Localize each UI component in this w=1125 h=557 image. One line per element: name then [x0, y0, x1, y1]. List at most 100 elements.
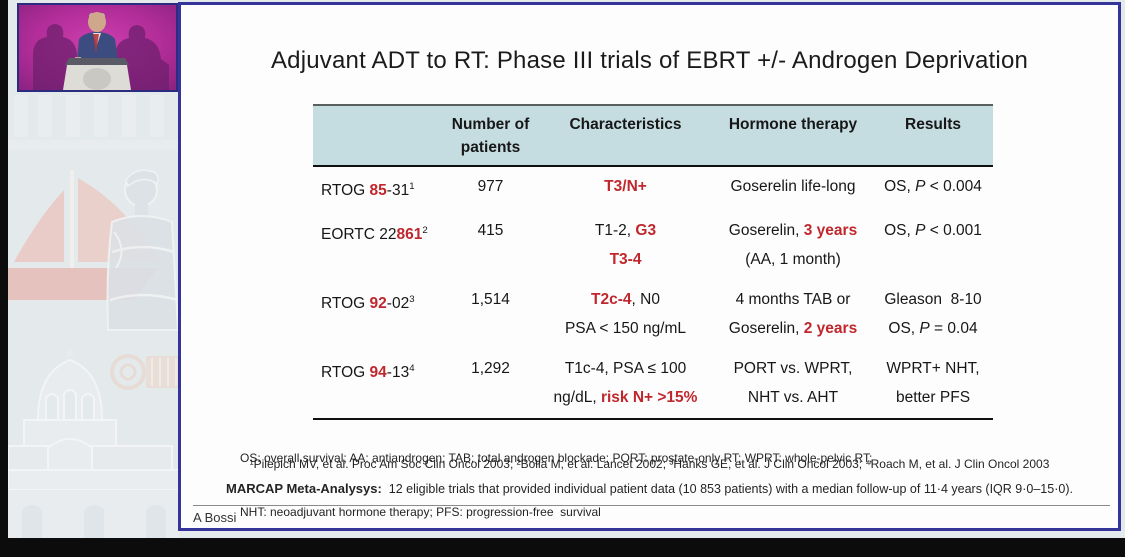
- text-segment: Gleason 8-10: [884, 291, 982, 309]
- text-segment: < 0.001: [925, 222, 982, 240]
- text-segment: < 0.004: [925, 178, 982, 195]
- references-note: ¹Pilepich MV, et al. Proc Am Soc Clin On…: [249, 457, 1050, 471]
- text-segment: -13: [386, 364, 410, 382]
- text-segment: -02: [386, 295, 410, 313]
- church-graphic: [8, 348, 180, 538]
- sidebar: [8, 0, 180, 538]
- text-segment: RTOG: [321, 182, 370, 200]
- text-segment: Results: [905, 116, 961, 133]
- text-segment: T3-4: [609, 251, 642, 269]
- table-cell: Number of patients: [443, 113, 538, 159]
- table-row: RTOG 85-311 977 T3/N+ Goserelin life-long OS…: [313, 167, 993, 211]
- text-segment: 1: [409, 181, 415, 192]
- text-segment: P: [919, 320, 930, 338]
- table-bottom-border: [313, 418, 993, 421]
- text-segment: Number of: [451, 116, 530, 133]
- text-segment: 861: [396, 226, 423, 244]
- table-cell: 1,292: [443, 354, 538, 412]
- table-row: RTOG 92-023 1,514 T2c-4, N0 PSA < 150 ng/mL…: [313, 280, 993, 349]
- stage-background: Adjuvant ADT to RT: Phase III trials of …: [8, 0, 1125, 538]
- text-segment: patients: [460, 139, 521, 156]
- text-segment: T2c-4: [591, 291, 632, 309]
- table-cell: Results: [873, 113, 993, 159]
- speaker-figure: [75, 12, 118, 67]
- table-cell: 977: [443, 172, 538, 205]
- text-segment: NHT vs. AHT: [747, 389, 839, 407]
- speaker-video-frame: [19, 5, 176, 90]
- table-cell: T2c-4, N0 PSA < 150 ng/mL: [538, 285, 713, 343]
- text-segment: Goserelin,: [728, 222, 804, 240]
- text-segment: G3: [635, 222, 657, 240]
- table-cell: RTOG 92-023: [313, 285, 443, 343]
- text-segment: Characteristics: [569, 116, 682, 133]
- table-cell: Gleason 8-10 OS, P = 0.04: [873, 285, 993, 343]
- text-segment: 1,292: [471, 360, 510, 378]
- table-cell: OS, P < 0.004: [873, 172, 993, 205]
- text-segment: -31: [386, 182, 410, 200]
- capital-graphic: [110, 354, 180, 390]
- text-segment: risk N+ >15%: [600, 389, 698, 407]
- text-segment: OS,: [884, 222, 916, 240]
- table-cell: RTOG 94-134: [313, 354, 443, 412]
- text-segment: better PFS: [895, 389, 971, 407]
- text-segment: 977: [477, 178, 504, 195]
- podium: [63, 58, 131, 90]
- text-segment: 3 years: [803, 222, 858, 240]
- slide: Adjuvant ADT to RT: Phase III trials of …: [178, 2, 1121, 531]
- table-row: EORTC 228612 415 T1-2, G3 T3-4 Goserelin, 3 …: [313, 211, 993, 280]
- text-segment: , N0: [631, 291, 660, 309]
- text-segment: OS,: [888, 320, 920, 338]
- text-segment: P: [915, 222, 926, 240]
- text-segment: 94: [369, 364, 387, 382]
- text-segment: 85: [369, 182, 387, 200]
- slide-title: Adjuvant ADT to RT: Phase III trials of …: [270, 47, 1029, 74]
- table-cell: Characteristics: [538, 113, 713, 159]
- table-header-row: Number of patients Characteristics Hormone …: [313, 104, 993, 167]
- text-segment: OS,: [884, 178, 916, 195]
- table-cell: Goserelin life-long: [713, 172, 873, 205]
- marcap-note: MARCAP Meta-Analysys: 12 eligible trials…: [181, 481, 1118, 496]
- text-segment: (AA, 1 month): [745, 251, 841, 269]
- table-cell: Goserelin, 3 years (AA, 1 month): [713, 216, 873, 274]
- abbreviations-note: OS: overall survival; AA: antiandrogen; …: [240, 413, 1100, 557]
- table-row: RTOG 94-134 1,292 T1c-4, PSA ≤ 100 ng/dL, r…: [313, 349, 993, 418]
- text-segment: T1-2,: [594, 222, 636, 240]
- text-segment: Hormone therapy: [728, 116, 858, 133]
- text-segment: RTOG: [321, 295, 370, 313]
- text-segment: EORTC 22: [321, 226, 397, 244]
- speaker-video[interactable]: [17, 3, 178, 92]
- table-cell: Hormone therapy: [713, 113, 873, 159]
- table-cell: [313, 113, 443, 159]
- table-cell: T3/N+: [538, 172, 713, 205]
- text-segment: 4: [409, 363, 415, 375]
- abbreviations-line: OS: overall survival; AA: antiandrogen; …: [240, 451, 873, 465]
- marcap-text: 12 eligible trials that provided individ…: [381, 482, 1073, 496]
- text-segment: ng/dL,: [553, 389, 601, 407]
- text-segment: 4 months TAB or: [735, 291, 851, 309]
- text-segment: P: [915, 178, 926, 195]
- footer-divider: [193, 505, 1110, 506]
- text-segment: 2 years: [803, 320, 858, 338]
- text-segment: Goserelin life-long: [730, 178, 856, 195]
- table-cell: 415: [443, 216, 538, 274]
- text-segment: 1,514: [471, 291, 510, 309]
- table-cell: T1c-4, PSA ≤ 100 ng/dL, risk N+ >15%: [538, 354, 713, 412]
- table-cell: 1,514: [443, 285, 538, 343]
- author-name: A Bossi: [193, 510, 237, 525]
- abbreviations-line: NHT: neoadjuvant hormone therapy; PFS: p…: [240, 505, 601, 519]
- text-segment: 415: [477, 222, 504, 240]
- text-segment: PORT vs. WPRT,: [733, 360, 853, 378]
- table-cell: RTOG 85-311: [313, 172, 443, 205]
- text-segment: = 0.04: [929, 320, 978, 338]
- table-cell: OS, P < 0.001: [873, 216, 993, 274]
- trials-table: Number of patients Characteristics Hormone …: [313, 104, 993, 421]
- table-cell: WPRT+ NHT, better PFS: [873, 354, 993, 412]
- table-cell: 4 months TAB or Goserelin, 2 years: [713, 285, 873, 343]
- text-segment: Goserelin,: [728, 320, 804, 338]
- text-segment: T1c-4, PSA ≤ 100: [564, 360, 687, 378]
- text-segment: T3/N+: [604, 178, 647, 195]
- table-cell: T1-2, G3 T3-4: [538, 216, 713, 274]
- text-segment: 2: [422, 225, 428, 237]
- table-cell: PORT vs. WPRT, NHT vs. AHT: [713, 354, 873, 412]
- text-segment: 3: [409, 294, 415, 306]
